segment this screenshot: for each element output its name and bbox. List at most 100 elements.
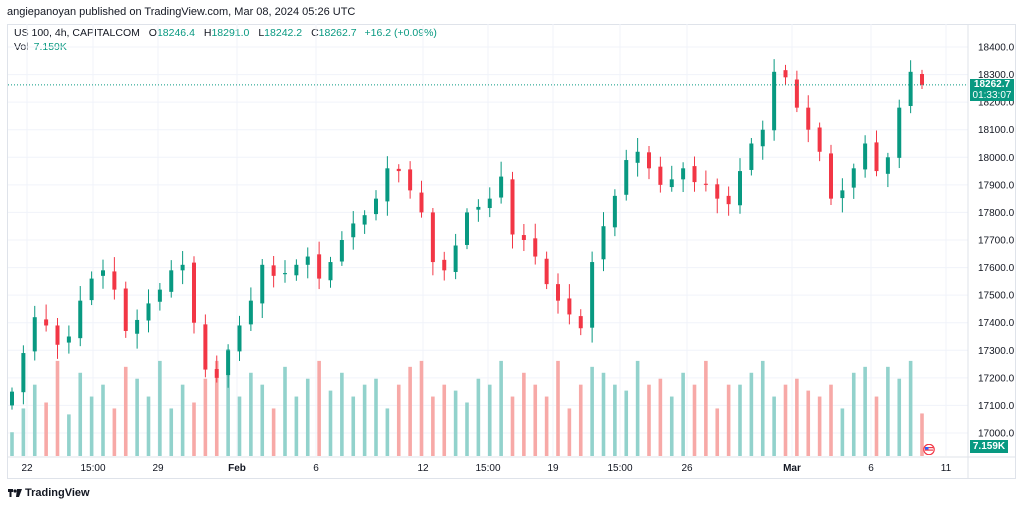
candle-body [305,256,310,265]
volume-bar [738,384,742,456]
volume-bar [123,366,128,456]
x-tick-label: 12 [417,463,429,474]
volume-bar [624,390,629,456]
volume-bar [840,408,845,456]
tradingview-logo-icon [8,489,22,498]
volume-bar [567,408,572,456]
volume-bar [408,366,412,456]
candle-body [521,235,526,240]
volume-bar [817,396,822,456]
candle-body [544,258,549,285]
volume-bar [135,378,139,456]
volume-bar [260,384,265,456]
volume-bar [886,366,890,456]
tradingview-logo[interactable]: TradingView [8,487,90,499]
candle-body [476,206,481,210]
volume-bar [749,372,754,456]
candle-body [135,319,140,334]
candle-body [260,264,265,304]
candle-body [226,350,231,376]
x-tick-label: Mar [783,463,801,474]
candle-body [885,157,890,174]
candle-body [430,212,435,263]
low-label: L [258,27,265,39]
candle-body [396,168,401,172]
us-flag-icon [923,444,935,455]
x-tick-label: 22 [21,463,33,474]
y-tick-label: 17100.0 [978,401,1015,412]
candle-body [351,223,356,238]
candle-body [55,325,60,345]
candle-body [32,317,37,352]
volume-bar [67,414,71,456]
volume-bar [385,408,390,456]
candle-body [408,169,413,191]
volume-bar [203,378,208,456]
volume-bar [214,360,219,456]
x-tick-label: 11 [941,463,952,474]
candle-body [760,129,765,147]
candle-body [897,107,902,158]
low-value: 18242.2 [264,27,303,39]
chart-frame[interactable] [7,24,1016,479]
volume-bar [351,396,356,456]
x-tick-label: 6 [868,463,874,474]
open-value: 18246.4 [156,27,195,39]
y-tick-label: 18200.0 [978,98,1015,109]
volume-bar [863,366,867,456]
candle-body [669,179,674,188]
candle-body [920,74,924,85]
volume-bar [317,360,321,456]
volume-bar [578,384,583,456]
volume-bar [635,360,640,456]
volume-bar [522,372,526,456]
volume-bar [681,372,685,456]
volume-bar [908,360,913,456]
candle-body [715,184,720,199]
volume-bar [146,396,151,456]
y-tick-label: 17200.0 [978,373,1015,384]
candle-body [317,254,322,279]
candle-body [465,212,469,245]
symbol-label[interactable]: US 100, 4h, CAPITALCOM [14,27,140,39]
candle-body [612,195,617,228]
volume-bar [192,402,196,456]
candle-body [21,353,26,393]
volume-bar [851,372,856,456]
y-tick-label: 17500.0 [978,291,1015,302]
candle-body [89,278,94,301]
volume-axis-label: 7.159K [970,440,1008,453]
candle-body [78,300,83,339]
volume-bar [544,396,549,456]
volume-bar [465,402,469,456]
last-price-label: 18262.7 01:33:07 [970,79,1014,101]
volume-bar [158,360,162,456]
volume-bar [78,372,83,456]
candle-body [533,238,538,257]
candle-body [44,319,49,326]
candle-body [271,265,276,276]
candle-body [647,152,651,169]
candle-body [112,271,117,290]
candle-body [829,153,833,199]
candle-body [726,195,731,205]
candle-body [738,171,742,206]
volume-bar [760,360,765,456]
candle-body [385,168,390,202]
candle-body [863,143,868,170]
volume-bar [715,408,720,456]
y-tick-label: 17900.0 [978,180,1015,191]
volume-bar [294,396,299,456]
high-value: 18291.0 [211,27,250,39]
volume-bar [658,378,663,456]
volume-bar [556,360,560,456]
candle-body [362,215,367,225]
volume-bar [32,384,37,456]
candle-body [817,127,822,152]
candle-body [157,289,162,302]
candle-body [624,160,629,195]
volume-bar [374,378,378,456]
candle-body [908,71,913,107]
volume-bar [499,360,503,456]
